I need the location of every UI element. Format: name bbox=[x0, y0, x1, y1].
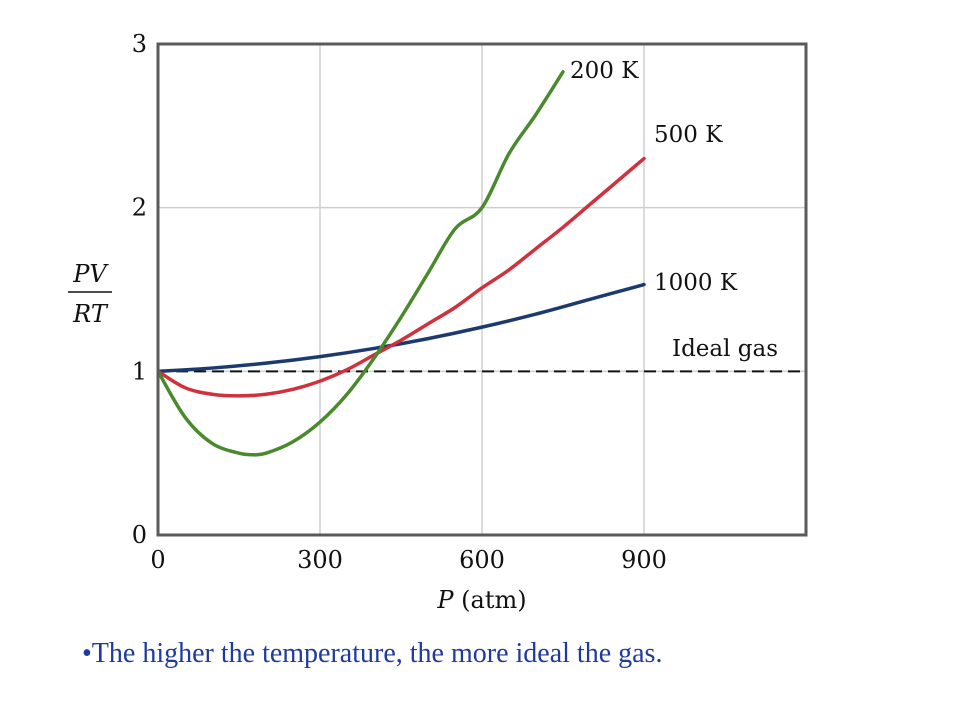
plot-frame bbox=[156, 42, 808, 537]
series-label-1000-k: 1000 K bbox=[654, 270, 738, 296]
caption-text: •The higher the temperature, the more id… bbox=[82, 638, 663, 669]
x-tick-label: 0 bbox=[150, 546, 165, 574]
series-line-1000-k bbox=[158, 282, 646, 374]
series-label-200-k: 200 K bbox=[570, 58, 639, 84]
y-tick-label: 3 bbox=[132, 30, 147, 58]
series-line-200-k bbox=[158, 70, 565, 457]
pv-rt-chart: 0 300 600 900 0 1 2 3 200 K 500 K 1000 K Ideal gas P… bbox=[68, 30, 808, 614]
x-axis-label: P (atm) bbox=[436, 586, 526, 614]
x-tick-label: 900 bbox=[621, 546, 667, 574]
y-tick-label: 1 bbox=[132, 357, 147, 385]
y-axis-label-denominator: RT bbox=[72, 300, 109, 328]
series-line-500-k bbox=[158, 156, 646, 398]
x-tick-label: 300 bbox=[297, 546, 343, 574]
y-tick-label: 2 bbox=[132, 194, 147, 222]
y-tick-label: 0 bbox=[132, 521, 147, 549]
series-label-500-k: 500 K bbox=[654, 122, 723, 148]
series-label-ideal-gas: Ideal gas bbox=[672, 336, 778, 362]
y-axis-label-numerator: PV bbox=[72, 260, 109, 288]
x-tick-label: 600 bbox=[459, 546, 505, 574]
